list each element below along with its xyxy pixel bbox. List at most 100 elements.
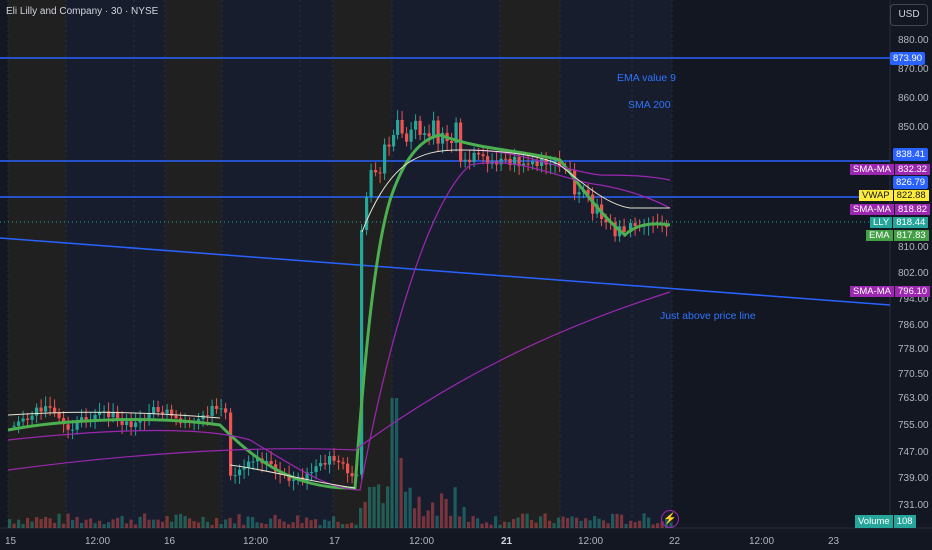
volume-bar xyxy=(381,503,385,528)
volume-bar xyxy=(39,519,43,528)
volume-bar xyxy=(390,398,394,528)
volume-bar xyxy=(404,491,408,528)
volume-bar xyxy=(633,522,637,528)
volume-bar xyxy=(521,513,525,528)
price-line-badge: 826.79 xyxy=(893,176,929,189)
sma-line xyxy=(469,149,671,181)
volume-bar xyxy=(638,520,642,528)
volume-bar xyxy=(246,516,250,528)
candle xyxy=(17,421,21,426)
currency-button[interactable]: USD xyxy=(890,4,928,26)
candle xyxy=(374,169,378,173)
candle xyxy=(472,152,476,163)
volume-bar xyxy=(255,522,259,528)
candle xyxy=(540,159,544,167)
candle xyxy=(35,407,39,416)
volume-bar xyxy=(516,517,520,528)
volume-bar xyxy=(408,487,412,528)
candle xyxy=(586,189,590,195)
candle xyxy=(71,429,75,431)
candle xyxy=(93,414,97,420)
volume-bar xyxy=(557,517,561,528)
session-band xyxy=(165,0,222,528)
price-tick: 880.00 xyxy=(898,35,929,46)
candle xyxy=(432,120,436,137)
volume-bar xyxy=(26,517,30,528)
candle xyxy=(633,223,637,226)
candle xyxy=(116,411,120,419)
price-tick: 870.00 xyxy=(898,64,929,75)
volume-bar xyxy=(543,513,547,528)
candle xyxy=(346,463,350,474)
ema-annotation[interactable]: EMA value 9 xyxy=(617,72,676,84)
candle xyxy=(400,120,404,134)
volume-bar xyxy=(206,521,210,528)
volume-bar xyxy=(197,522,201,528)
volume-bar xyxy=(471,516,475,528)
candle xyxy=(341,462,345,464)
vwap-label: VWAP xyxy=(859,190,893,201)
symbol-price: 818.44 xyxy=(893,217,929,228)
volume-bar xyxy=(386,486,390,528)
sma-line xyxy=(7,291,671,471)
candle xyxy=(242,467,246,470)
candle xyxy=(233,475,237,477)
volume-bar xyxy=(71,519,75,528)
volume-bar xyxy=(332,516,336,528)
time-label: 23 xyxy=(828,536,840,547)
session-band xyxy=(392,0,500,528)
volume-bar xyxy=(305,517,309,528)
session-band xyxy=(500,0,560,528)
candle xyxy=(481,154,485,157)
volume-bar xyxy=(44,516,48,528)
volume-bar xyxy=(282,521,286,528)
volume-bar xyxy=(260,522,264,528)
candle xyxy=(328,456,332,465)
vwap-value: 822.88 xyxy=(893,190,929,201)
candle xyxy=(383,144,387,174)
price-tick: 770.50 xyxy=(898,369,929,380)
volume-bar xyxy=(606,523,610,528)
candle xyxy=(247,461,251,468)
time-label: 12:00 xyxy=(85,536,111,547)
volume-bar xyxy=(138,516,142,528)
price-tick: 755.00 xyxy=(898,420,929,431)
volume-bar xyxy=(584,518,588,528)
candle xyxy=(80,417,84,422)
volume-bar xyxy=(111,519,115,528)
volume-bar xyxy=(57,513,61,528)
candle xyxy=(350,473,354,477)
volume-bar xyxy=(309,520,313,528)
ema-line xyxy=(7,133,671,490)
candle xyxy=(613,222,617,237)
ema-value: 817.83 xyxy=(893,230,929,241)
price-line-annotation[interactable]: Just above price line xyxy=(660,310,756,322)
volume-bar xyxy=(575,517,579,528)
lightning-icon[interactable]: ⚡ xyxy=(661,510,679,528)
volume-bar xyxy=(440,493,444,528)
candle xyxy=(369,169,373,197)
volume-bar xyxy=(444,499,448,528)
volume-bar xyxy=(152,519,156,528)
volume-bar xyxy=(273,514,277,528)
candle xyxy=(251,461,255,463)
volume-bar xyxy=(489,524,493,528)
candle xyxy=(57,412,61,419)
volume-bar xyxy=(345,524,349,528)
sma-annotation[interactable]: SMA 200 xyxy=(628,99,671,111)
volume-bar xyxy=(116,517,120,528)
price-tick: 731.00 xyxy=(898,500,929,511)
price-tick: 850.00 xyxy=(898,122,929,133)
volume-bar xyxy=(143,513,147,528)
volume-bar xyxy=(399,458,403,528)
volume-bar xyxy=(530,520,534,528)
symbol-price-badge: LLY 818.44 xyxy=(870,216,929,229)
volume-bar xyxy=(485,522,489,528)
candle xyxy=(622,226,626,233)
volume-bar xyxy=(354,524,358,528)
candle xyxy=(44,406,48,412)
candle xyxy=(269,460,273,465)
volume-bar xyxy=(165,516,169,528)
volume-bar xyxy=(224,519,228,528)
